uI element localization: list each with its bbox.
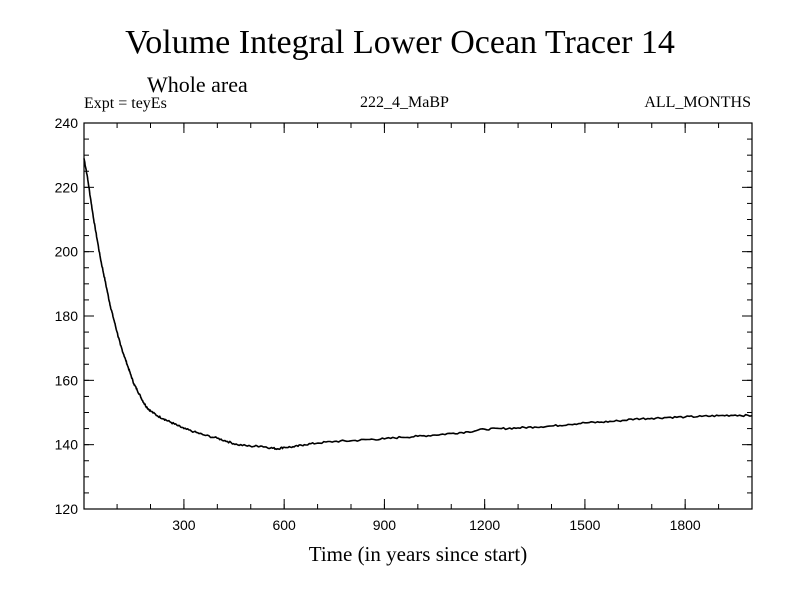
- x-tick-label: 900: [373, 517, 397, 533]
- chart-subtitle: Whole area: [147, 72, 248, 97]
- run-label: 222_4_MaBP: [360, 94, 449, 111]
- y-tick-label: 160: [55, 372, 79, 388]
- chart-title: Volume Integral Lower Ocean Tracer 14: [125, 24, 675, 61]
- series-line-teyEs: [83, 158, 753, 451]
- months-label: ALL_MONTHS: [644, 94, 751, 111]
- major-ticks: [84, 122, 752, 510]
- y-tick-label: 120: [55, 501, 79, 517]
- y-tick-label: 220: [55, 179, 79, 195]
- y-tick-label: 140: [55, 437, 79, 453]
- x-tick-label: 300: [172, 517, 196, 533]
- x-axis-label: Time (in years since start): [308, 542, 528, 566]
- x-tick-label: 1800: [670, 517, 701, 533]
- x-tick-label: 600: [272, 517, 296, 533]
- experiment-label: Expt = teyEs: [84, 95, 167, 112]
- y-tick-label: 240: [55, 115, 79, 131]
- x-tick-label: 1500: [569, 517, 600, 533]
- tick-labels: 300 600 900 1200 1500 1800 120 140 160 180 200 220 2…: [55, 115, 701, 533]
- plot-frame: [83, 122, 753, 510]
- y-tick-label: 180: [55, 308, 79, 324]
- y-tick-label: 200: [55, 244, 79, 260]
- x-tick-label: 1200: [469, 517, 500, 533]
- minor-ticks: [84, 123, 752, 509]
